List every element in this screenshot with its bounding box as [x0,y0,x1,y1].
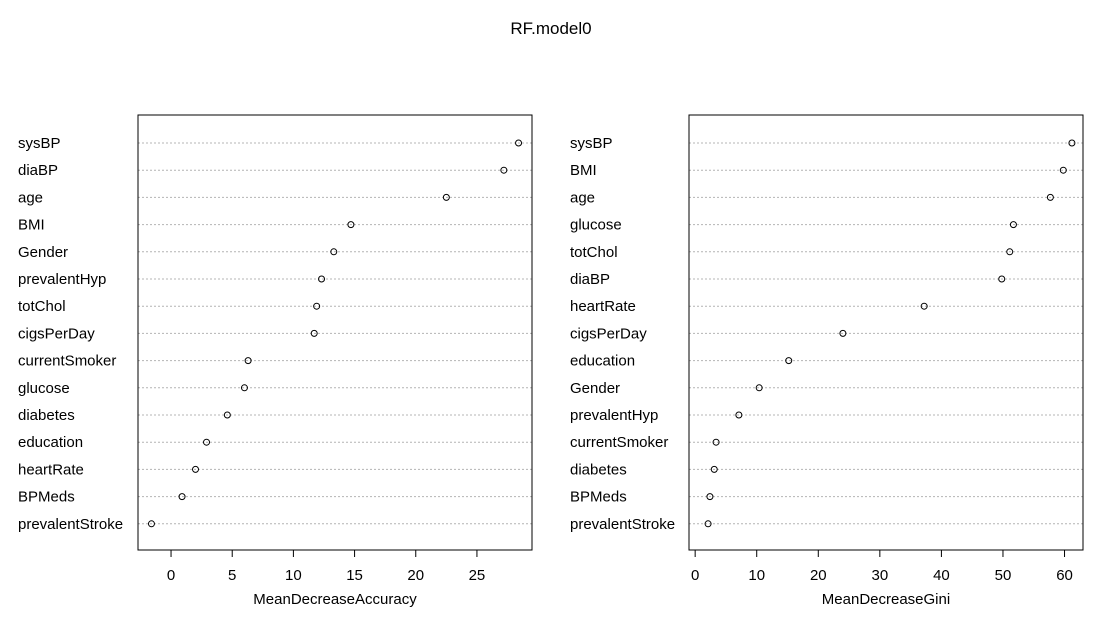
data-point [223,411,231,419]
category-label: age [18,189,43,206]
x-tick-label: 5 [228,567,236,584]
data-point [1046,193,1054,201]
data-point [310,329,318,337]
plot-frame [137,114,533,551]
x-tick-label: 25 [469,567,486,584]
category-label: age [570,189,595,206]
category-label: totChol [18,298,66,315]
category-label: currentSmoker [570,434,668,451]
data-point [755,384,763,392]
data-point [515,139,523,147]
x-tick-label: 20 [407,567,424,584]
data-point [706,493,714,501]
data-point [785,357,793,365]
data-point [500,166,508,174]
data-point [1006,248,1014,256]
plot-frame [688,114,1084,551]
panel-1: sysBP diaBP age BMI Gender prevalentHyp totCho… [18,114,533,608]
x-tick-label: 10 [748,567,765,584]
data-point [1068,139,1076,147]
data-point [1059,166,1067,174]
category-label: glucose [570,217,622,234]
category-label: heartRate [18,461,84,478]
data-point [330,248,338,256]
x-tick-label: 0 [691,567,699,584]
x-tick-label: 30 [872,567,889,584]
category-label: glucose [18,380,70,397]
category-label: education [18,434,83,451]
x-tick-label: 60 [1056,567,1073,584]
x-axis-label: MeanDecreaseAccuracy [253,591,417,608]
x-tick-label: 40 [933,567,950,584]
category-label: prevalentStroke [570,516,675,533]
x-tick-label: 15 [346,567,363,584]
category-label: cigsPerDay [18,325,95,342]
category-label: diabetes [570,461,627,478]
category-label: education [570,353,635,370]
category-label: Gender [18,244,68,261]
category-label: diabetes [18,407,75,424]
data-point [178,493,186,501]
panel-2: sysBP BMI age glucose totChol diaBP heartRate c… [570,114,1084,608]
data-point [318,275,326,283]
data-point [240,384,248,392]
data-point [313,302,321,310]
data-point [1009,221,1017,229]
data-point [192,465,200,473]
category-label: Gender [570,380,620,397]
data-point [735,411,743,419]
data-point [442,193,450,201]
data-point [147,520,155,528]
category-label: diaBP [18,162,58,179]
data-point [704,520,712,528]
category-label: prevalentHyp [18,271,106,288]
category-label: totChol [570,244,618,261]
data-point [347,221,355,229]
data-point [998,275,1006,283]
data-point [710,465,718,473]
category-label: BPMeds [570,489,627,506]
data-point [712,438,720,446]
category-label: BMI [18,217,45,234]
category-label: BPMeds [18,489,75,506]
data-point [203,438,211,446]
data-point [244,357,252,365]
data-point [920,302,928,310]
data-point [839,329,847,337]
chart-title: RF.model0 [510,19,591,38]
category-label: cigsPerDay [570,325,647,342]
x-tick-label: 10 [285,567,302,584]
category-label: sysBP [570,135,613,152]
category-label: heartRate [570,298,636,315]
x-tick-label: 0 [167,567,175,584]
x-tick-label: 50 [995,567,1012,584]
category-label: BMI [570,162,597,179]
x-tick-label: 20 [810,567,827,584]
category-label: sysBP [18,135,61,152]
x-axis-label: MeanDecreaseGini [822,591,950,608]
category-label: prevalentHyp [570,407,658,424]
category-label: diaBP [570,271,610,288]
category-label: prevalentStroke [18,516,123,533]
category-label: currentSmoker [18,353,116,370]
